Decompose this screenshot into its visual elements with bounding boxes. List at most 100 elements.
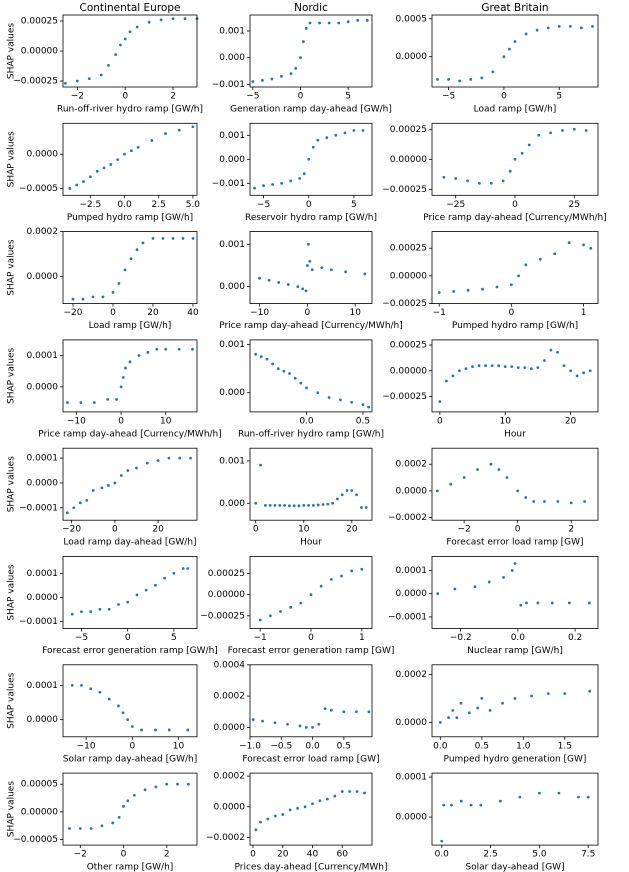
- point: [591, 24, 594, 28]
- point: [557, 24, 561, 28]
- point: [440, 839, 444, 843]
- point: [176, 782, 179, 786]
- point: [477, 364, 481, 368]
- point: [455, 716, 459, 719]
- axes-frame: [431, 339, 599, 413]
- point: [309, 593, 313, 597]
- point: [280, 181, 284, 185]
- point: [569, 501, 573, 505]
- point: [487, 580, 491, 584]
- point: [588, 601, 591, 605]
- y-tick-label: 0.0004: [214, 660, 246, 670]
- point: [501, 701, 504, 705]
- point: [452, 290, 456, 293]
- point: [126, 718, 130, 722]
- point: [92, 401, 96, 404]
- point: [107, 607, 111, 611]
- x-tick-label: 0: [512, 200, 518, 210]
- point: [556, 350, 559, 354]
- point: [583, 500, 587, 503]
- point: [311, 145, 315, 149]
- point: [141, 241, 145, 245]
- point: [363, 791, 366, 795]
- point: [352, 129, 356, 132]
- point: [100, 824, 104, 828]
- point: [442, 803, 446, 807]
- point: [575, 374, 579, 378]
- point: [467, 711, 471, 715]
- point: [543, 359, 546, 362]
- point: [327, 396, 331, 399]
- point: [117, 704, 120, 708]
- point: [91, 489, 95, 492]
- point: [172, 571, 176, 575]
- x-tick-label: −20: [64, 308, 83, 318]
- point: [98, 690, 102, 694]
- point: [307, 503, 310, 507]
- point: [150, 139, 154, 142]
- point: [302, 172, 306, 176]
- x-tick-label: −10: [67, 416, 86, 426]
- point: [516, 489, 520, 493]
- point: [91, 295, 95, 299]
- y-tick-label: 0.0000: [27, 593, 59, 603]
- point: [271, 183, 274, 186]
- y-tick-label: −0.00025: [382, 299, 427, 309]
- y-tick-label: 0.00000: [208, 590, 245, 600]
- point: [307, 157, 311, 161]
- point: [98, 607, 102, 611]
- point: [147, 20, 151, 24]
- axes-frame: [249, 556, 373, 629]
- x-axis-label: Hour: [504, 429, 526, 439]
- point: [154, 583, 157, 587]
- point: [107, 697, 111, 701]
- point: [254, 828, 258, 832]
- point: [317, 722, 321, 726]
- point: [299, 56, 302, 60]
- y-tick-label: −0.00025: [13, 77, 58, 87]
- point: [567, 241, 571, 245]
- axes-frame: [249, 122, 373, 196]
- point: [259, 463, 262, 467]
- point: [444, 379, 448, 383]
- point: [253, 186, 256, 190]
- x-tick-label: 0.0: [117, 200, 132, 210]
- x-tick-label: 40: [187, 308, 199, 318]
- axes-frame: [431, 14, 599, 88]
- point: [262, 184, 265, 188]
- point: [306, 242, 310, 246]
- point: [361, 403, 365, 407]
- point: [365, 18, 369, 22]
- point: [119, 43, 122, 47]
- x-tick-label: −2: [74, 850, 87, 860]
- x-tick-label: 0.0: [305, 741, 320, 751]
- point: [155, 347, 159, 351]
- point: [316, 391, 320, 395]
- point: [273, 721, 277, 725]
- point: [66, 401, 69, 404]
- x-tick-label: 0: [437, 416, 443, 426]
- x-tick-label: −20: [62, 525, 81, 535]
- point: [116, 158, 120, 162]
- axes-frame: [62, 447, 198, 521]
- y-tick-label: 0.000: [219, 155, 245, 165]
- point: [289, 179, 293, 183]
- y-tick-label: −0.00025: [200, 611, 245, 621]
- point: [331, 501, 335, 505]
- point: [479, 803, 483, 807]
- point: [303, 805, 307, 809]
- x-tick-label: 7.5: [581, 850, 595, 860]
- point: [102, 166, 106, 170]
- x-tick-label: 0: [112, 525, 118, 535]
- x-tick-label: 5.0: [186, 200, 201, 210]
- x-axis-label: Load ramp [GW/h]: [474, 105, 557, 115]
- x-tick-label: 1.0: [516, 741, 531, 751]
- point: [360, 567, 364, 571]
- point: [513, 40, 517, 43]
- y-tick-label: 0.001: [219, 27, 245, 37]
- point: [329, 577, 333, 581]
- point: [251, 718, 255, 721]
- point: [298, 724, 302, 728]
- point: [497, 468, 501, 471]
- point: [123, 152, 126, 156]
